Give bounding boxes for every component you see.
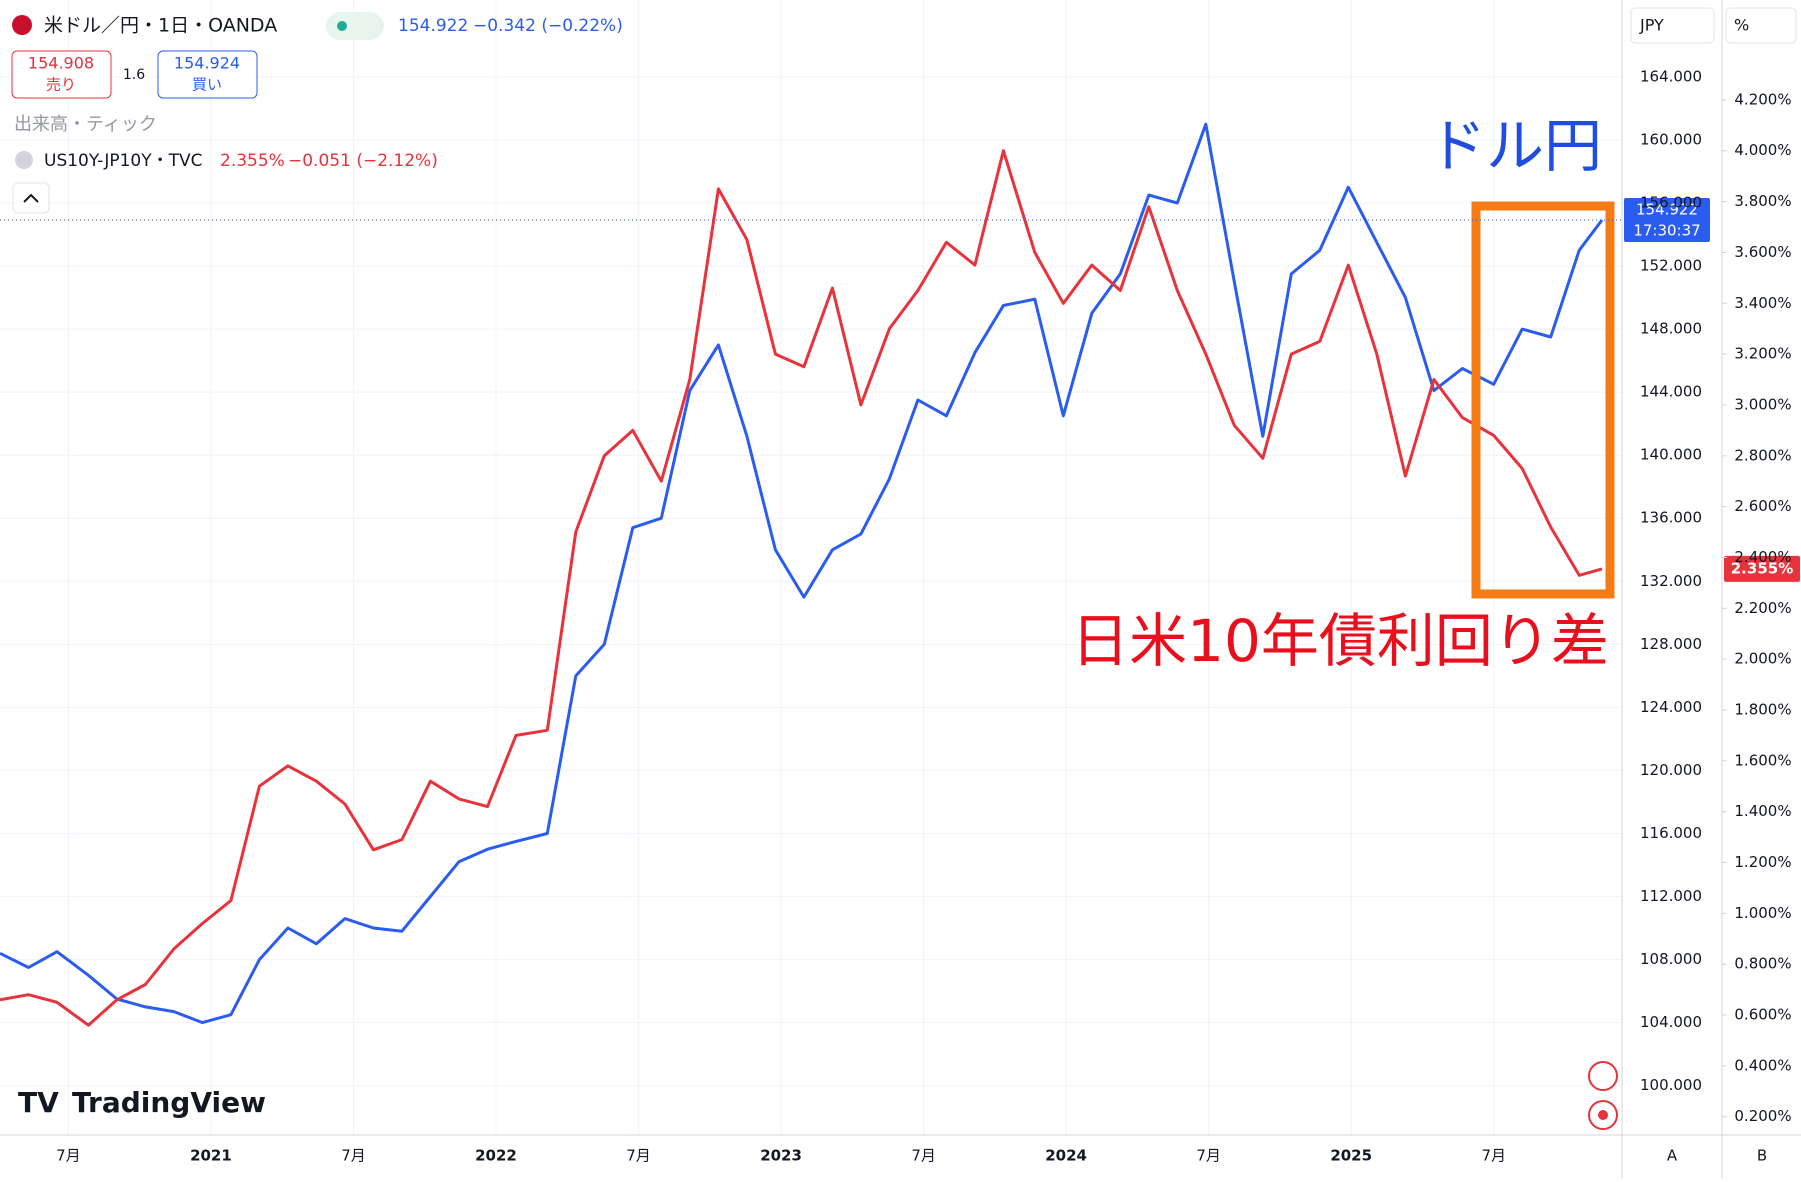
- y2-tick-label: 3.000%: [1734, 395, 1791, 413]
- buy-button[interactable]: [157, 50, 258, 99]
- grid: [0, 0, 1622, 1135]
- y-tick-label: 144.000: [1640, 383, 1702, 401]
- volume-label: 出来高・ティック: [14, 114, 157, 135]
- buy-label: 買い: [192, 76, 222, 94]
- y-tick-label: 128.000: [1640, 635, 1702, 653]
- compare-change: −0.051 (−2.12%): [288, 151, 438, 171]
- y2-tick-label: 1.000%: [1734, 904, 1791, 922]
- chevron: [23, 193, 39, 203]
- y2-tick-label: 2.200%: [1734, 599, 1791, 617]
- price-tag: [1624, 198, 1710, 243]
- x-tick-label: 7月: [911, 1147, 936, 1165]
- x-tick-label: 2023: [760, 1147, 802, 1165]
- status-dot: [337, 21, 347, 31]
- y2-tick-label: 4.000%: [1734, 141, 1791, 159]
- y2-tick-label: 0.200%: [1734, 1107, 1791, 1125]
- y2-tick-label: 0.400%: [1734, 1056, 1791, 1074]
- event-icon[interactable]: [1588, 1061, 1618, 1091]
- sell-price: 154.908: [28, 54, 94, 73]
- y-tick-label: 152.000: [1640, 257, 1702, 275]
- unit-select[interactable]: [1725, 7, 1797, 44]
- x-tick-label: 7月: [626, 1147, 651, 1165]
- tags: 154.922 17:30:37 2.355%: [0, 198, 1800, 582]
- change: −0.342 (−0.22%): [473, 16, 623, 36]
- compare-icon: [15, 151, 33, 169]
- logo-mark: 𝗧𝗩: [18, 1086, 59, 1119]
- log-button[interactable]: B: [1757, 1147, 1767, 1165]
- collapse-button[interactable]: [12, 182, 50, 214]
- spread-tag: [1724, 555, 1800, 582]
- y2-tick-label: 1.400%: [1734, 802, 1791, 820]
- x-tick-label: 7月: [1481, 1147, 1506, 1165]
- spread: 1.6: [123, 67, 145, 83]
- y-tick-label: 116.000: [1640, 824, 1702, 842]
- y2-tick-label: 1.800%: [1734, 700, 1791, 718]
- y2-tick-label: 0.800%: [1734, 955, 1791, 973]
- annotation: 日米10年債利回り差: [1071, 607, 1609, 675]
- y-tick-label: 164.000: [1640, 67, 1702, 85]
- y2-tick-label: 3.200%: [1734, 345, 1791, 363]
- highlight-box: [1471, 201, 1615, 599]
- x-tick-label: 2021: [190, 1147, 232, 1165]
- sell-label: 売り: [46, 76, 76, 94]
- currency: JPY: [1639, 16, 1664, 35]
- last-price: 154.922: [398, 16, 468, 36]
- x-tick-label: 2022: [475, 1147, 517, 1165]
- y-tick-label: 108.000: [1640, 950, 1702, 968]
- y-tick-label: 104.000: [1640, 1013, 1702, 1031]
- series-line: [0, 149, 1603, 1027]
- event-dot: [1598, 1110, 1608, 1120]
- y-tick-label: 124.000: [1640, 698, 1702, 716]
- x-tick-label: 7月: [341, 1147, 366, 1165]
- x-tick-label: 7月: [56, 1147, 81, 1165]
- x-tick-label: 2024: [1045, 1147, 1087, 1165]
- x-tick-label: 7月: [1196, 1147, 1221, 1165]
- y2-tick-label: 0.600%: [1734, 1006, 1791, 1024]
- y-tick-label: 132.000: [1640, 572, 1702, 590]
- buy-price: 154.924: [174, 54, 240, 73]
- y-tick-label: 148.000: [1640, 320, 1702, 338]
- compare-symbol: US10Y-JP10Y・TVC: [44, 151, 202, 171]
- countdown: 17:30:37: [1633, 222, 1700, 240]
- spread-tag-text: 2.355%: [1731, 559, 1793, 577]
- lines: [0, 122, 1604, 1027]
- y2-tick-label: 3.800%: [1734, 192, 1791, 210]
- y2-tick-label: 2.800%: [1734, 446, 1791, 464]
- y-tick-label: 136.000: [1640, 509, 1702, 527]
- y2-tick-label: 1.200%: [1734, 853, 1791, 871]
- y-tick-label: 120.000: [1640, 761, 1702, 779]
- flag-icon: [12, 15, 32, 35]
- auto-button[interactable]: A: [1667, 1147, 1678, 1165]
- x-tick-label: 2025: [1330, 1147, 1372, 1165]
- currency-select[interactable]: [1630, 7, 1715, 44]
- sell-button[interactable]: [11, 50, 112, 99]
- y-tick-label: 100.000: [1640, 1076, 1702, 1094]
- status-badge[interactable]: [326, 12, 384, 40]
- series-line: [0, 122, 1604, 1025]
- annotation: ドル円: [1428, 112, 1602, 180]
- price-tag-text: 154.922: [1636, 201, 1698, 219]
- y2-tick-label: 2.600%: [1734, 497, 1791, 515]
- y-tick-label: 140.000: [1640, 446, 1702, 464]
- y2-tick-label: 2.400%: [1734, 548, 1791, 566]
- symbol-title: 米ドル／円・1日・OANDA: [44, 15, 277, 37]
- y2-tick-label: 3.600%: [1734, 243, 1791, 261]
- brand: TradingView: [72, 1086, 266, 1119]
- y2-tick-label: 3.400%: [1734, 294, 1791, 312]
- y-tick-label: 156.000: [1640, 194, 1702, 212]
- unit: %: [1734, 16, 1749, 35]
- y-tick-label: 160.000: [1640, 130, 1702, 148]
- y-tick-label: 112.000: [1640, 887, 1702, 905]
- compare-value: 2.355%: [220, 151, 285, 171]
- y2-tick-label: 2.000%: [1734, 650, 1791, 668]
- y2-tick-label: 1.600%: [1734, 751, 1791, 769]
- y2-tick-label: 4.200%: [1734, 90, 1791, 108]
